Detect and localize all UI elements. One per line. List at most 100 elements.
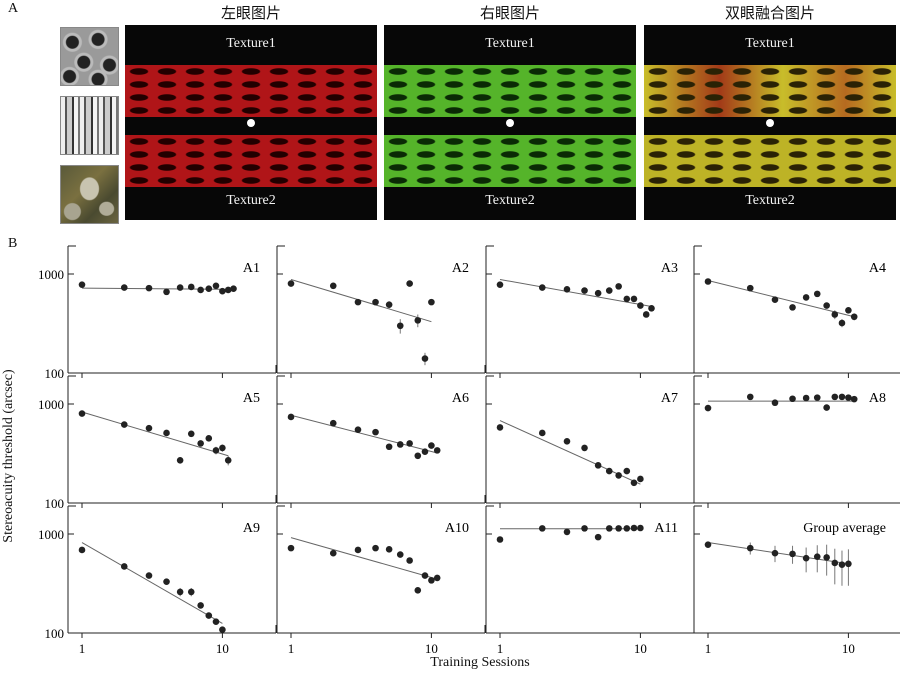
data-point [120,284,128,291]
data-point [623,295,631,303]
data-point [615,525,622,532]
data-point [615,283,622,290]
right-eye-title: 右眼图片 [479,4,540,22]
data-point [563,437,571,445]
chart-title: A9 [243,521,260,536]
data-point [823,302,830,309]
data-point [205,612,213,619]
data-point [594,289,602,297]
texture-band-bottom [644,135,896,187]
data-point [845,306,852,314]
data-point [354,426,362,434]
left-eye-title: 左眼图片 [220,4,281,22]
panel-label-b: B [8,236,18,251]
x-axis-label: Training Sessions [430,655,530,670]
data-point [831,559,839,567]
data-point [287,280,295,287]
data-point [163,288,170,296]
data-point [637,302,644,309]
data-point [385,443,393,451]
texture-band-top [644,65,896,117]
fused-title: 双眼融合图片 [724,4,815,22]
x-tick-label: 10 [425,641,438,656]
data-point [802,554,810,562]
data-point [372,428,379,436]
y-tick-label: 1000 [38,397,64,412]
x-tick-label: 1 [497,641,504,656]
fit-line [290,537,438,580]
data-point [120,563,128,570]
chart-12: 1 10 Group average [693,505,900,656]
data-point [637,475,644,483]
data-point [581,525,588,532]
data-point [704,278,712,285]
data-point [538,284,546,291]
data-point [120,421,128,428]
data-point [850,395,858,403]
data-point [704,541,712,548]
fit-line [499,279,652,307]
fixation-dot [247,119,255,127]
data-point [789,550,796,558]
data-point [771,296,779,304]
x-tick-label: 10 [842,641,855,656]
chart-title: A6 [452,391,469,406]
data-point [372,298,379,306]
data-point [287,544,295,552]
data-point [813,394,821,401]
chart-2: A2 [276,245,486,378]
data-point [594,533,602,541]
data-point [372,544,379,552]
y-tick-label: 100 [45,626,65,641]
fused-stimulus: Texture1 Texture2 [644,25,896,220]
data-point [581,444,588,452]
data-point [802,394,810,402]
data-point [630,524,638,532]
data-point [433,447,441,454]
data-point [212,447,220,454]
texture-label-top: Texture1 [745,36,795,51]
chart-1: 1000 100 A1 [38,245,277,381]
right-eye-stimulus: Texture1 Texture2 [384,25,636,220]
texture-band-top [125,65,377,117]
data-point [538,429,546,437]
data-point [414,586,422,594]
chart-title: A7 [661,391,678,406]
chart-title: A10 [445,521,469,536]
texture-label-top: Texture1 [485,36,535,51]
data-point [145,424,153,432]
y-tick-label: 1000 [38,527,64,542]
y-tick-label: 100 [45,496,65,511]
data-point [414,452,422,460]
chart-10: 1 10 A10 [276,505,486,656]
data-point [205,435,213,442]
chart-8: A8 [693,375,900,508]
data-point [605,287,613,294]
data-point [421,355,429,362]
data-point [329,419,337,427]
texture-band-bottom [384,135,636,187]
data-point [219,444,226,452]
data-point [396,322,404,330]
data-point [823,404,830,411]
data-point [78,546,86,554]
data-point [615,472,622,479]
y-tick-label: 100 [45,366,65,381]
data-point [746,544,754,552]
data-point [212,282,220,290]
texture-label-bottom: Texture2 [226,193,276,208]
data-point [594,462,602,469]
fit-line [290,414,438,454]
data-point [496,536,504,543]
chart-7: A7 [485,375,695,508]
data-point [176,284,184,291]
data-point [813,553,821,560]
texture-thumbnail-stone [60,165,119,224]
data-point [187,430,195,438]
data-point [623,525,631,532]
data-point [385,301,393,308]
data-point [746,284,754,292]
chart-title: A11 [654,521,678,536]
data-point [205,285,213,293]
